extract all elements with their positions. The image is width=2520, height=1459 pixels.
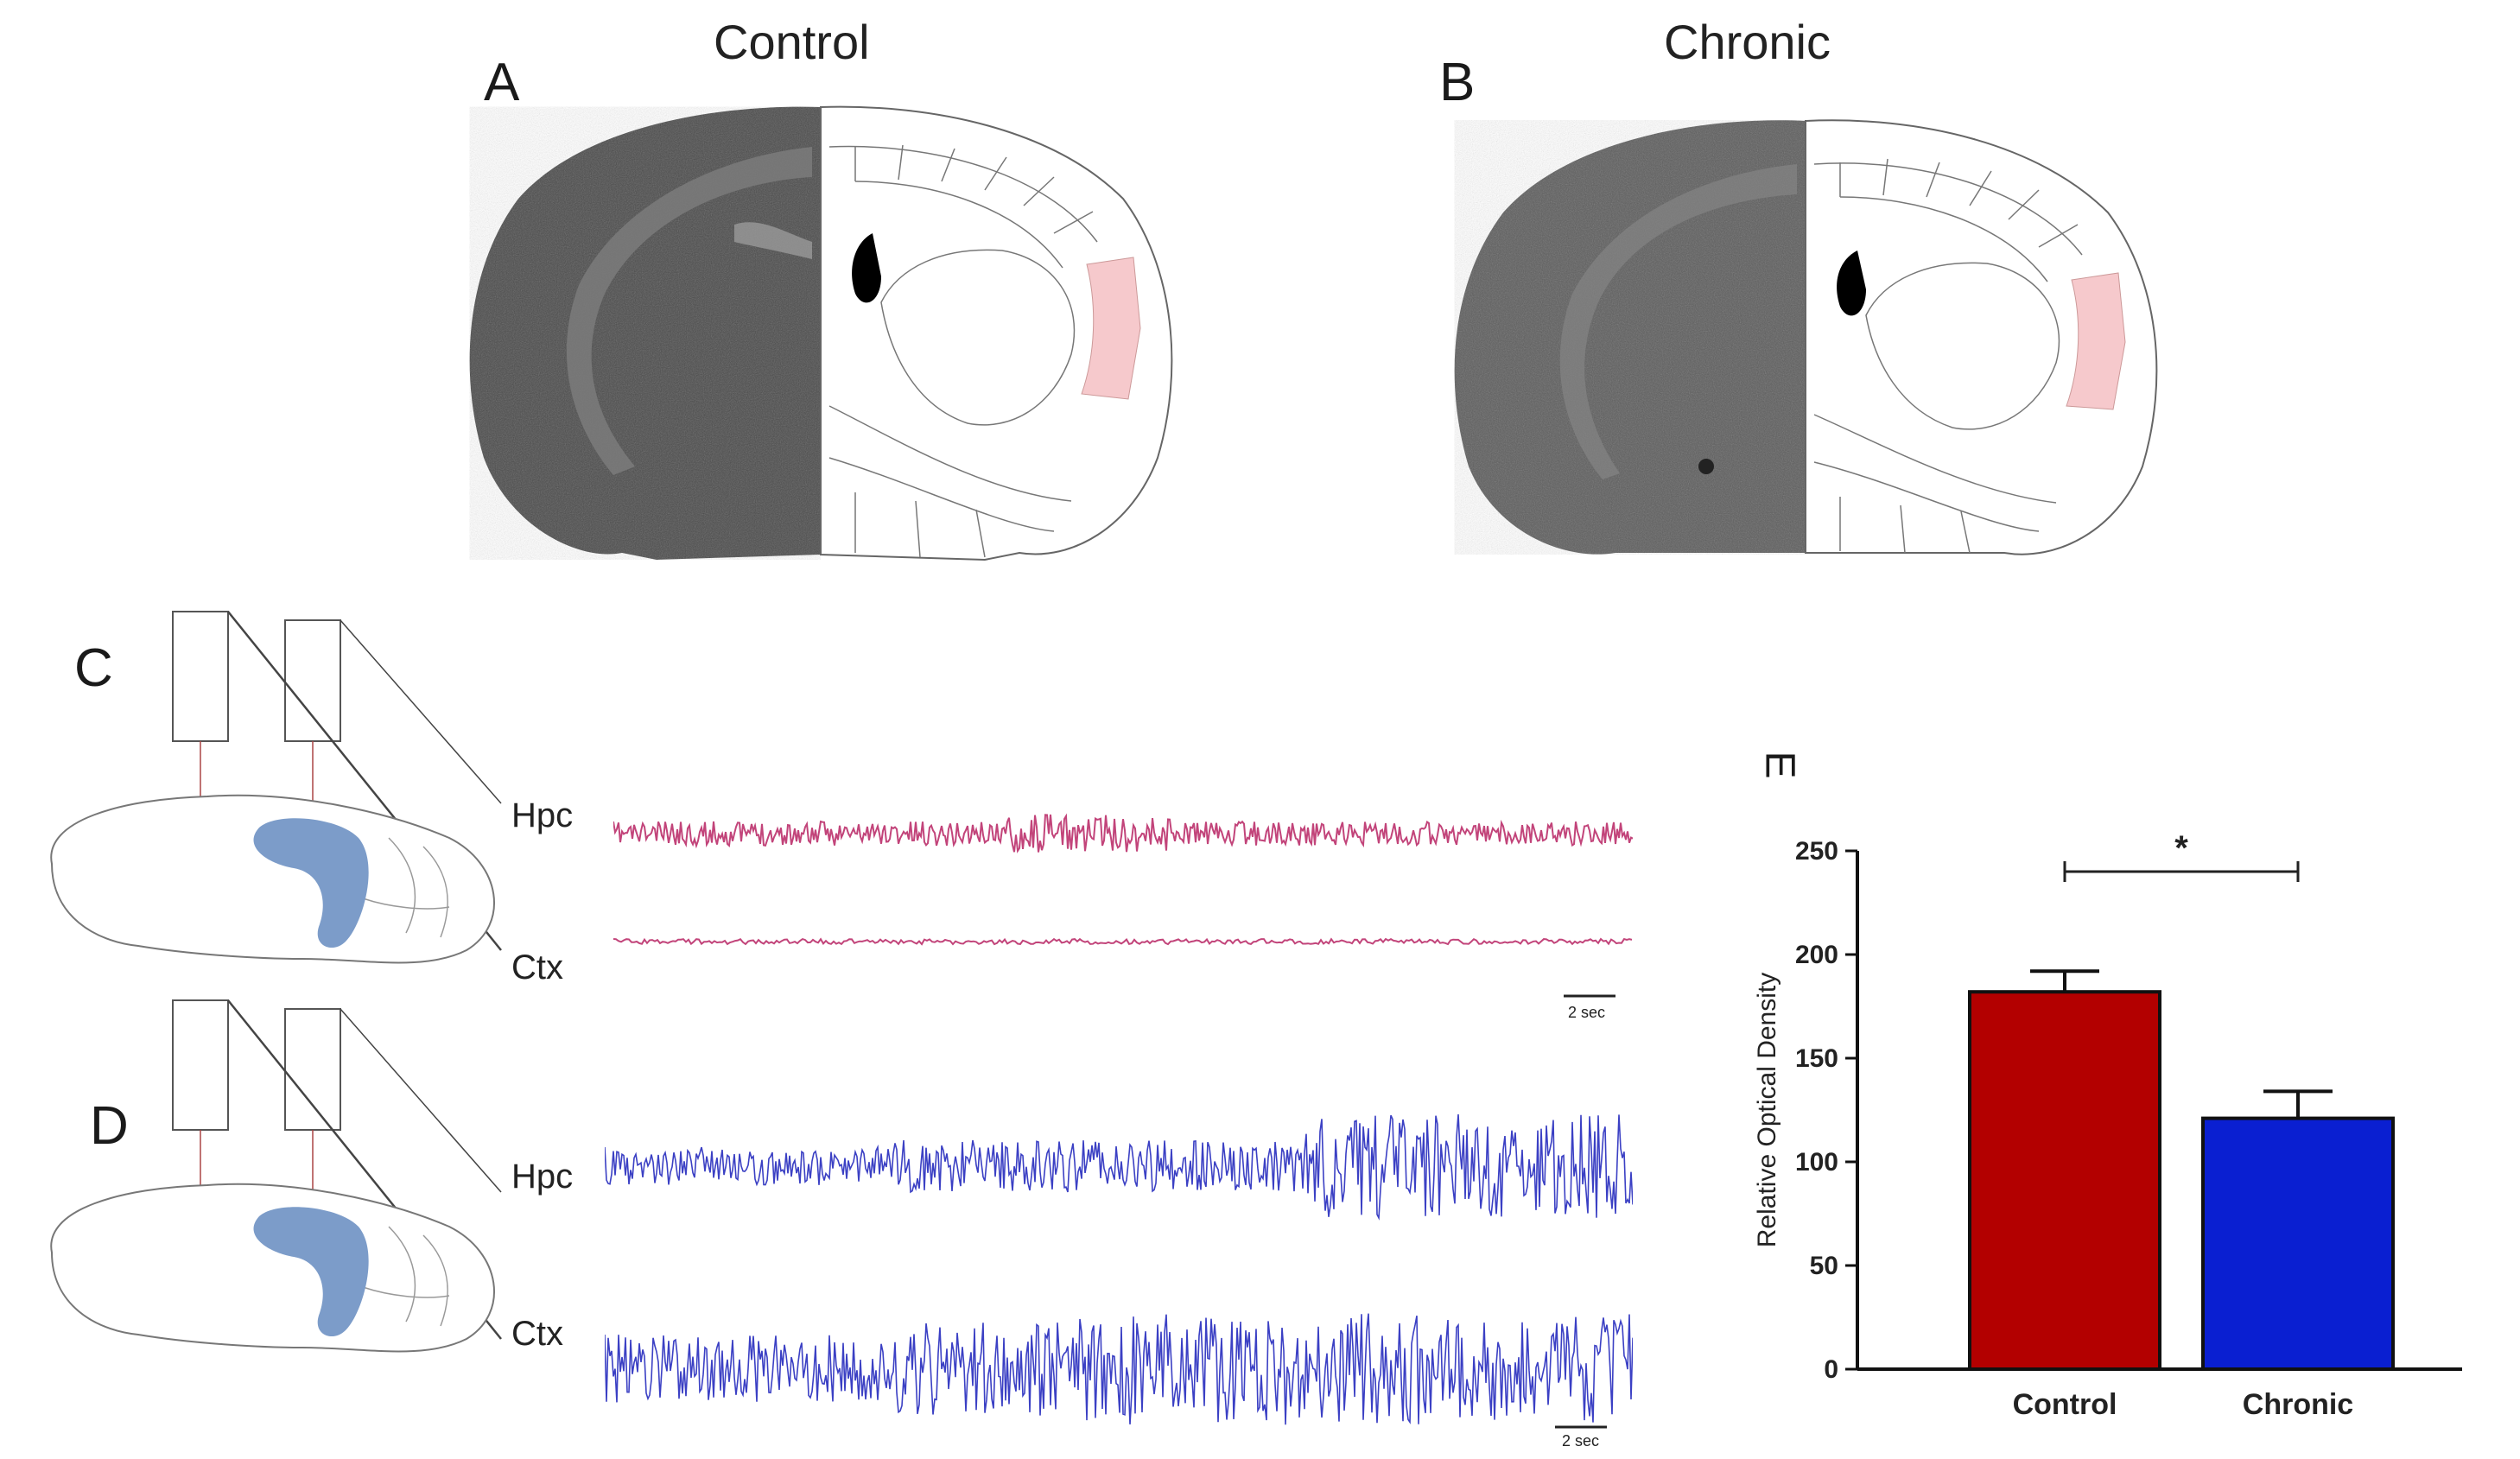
roi-highlight	[2066, 272, 2126, 410]
panel-letter-a: A	[484, 53, 520, 112]
electrode-ctx	[284, 619, 341, 742]
electrode-hpc	[172, 611, 229, 742]
y-tick-label: 250	[1795, 837, 1838, 866]
y-tick-label: 0	[1824, 1355, 1838, 1384]
atlas-hemisphere	[1805, 119, 2158, 555]
y-tick-label: 150	[1795, 1044, 1838, 1073]
eeg-trace-hpc-control	[613, 813, 1633, 853]
eeg-traces-c	[613, 813, 1633, 998]
roi-highlight	[1081, 257, 1141, 400]
eeg-trace-ctx-control	[613, 937, 1633, 946]
x-tick-label: Chronic	[2243, 1388, 2353, 1421]
panel-letter-d: D	[90, 1096, 129, 1156]
bar-chronic	[2201, 1116, 2395, 1371]
bar-control	[1968, 990, 2161, 1371]
label-hpc-c: Hpc	[511, 796, 574, 834]
sagittal-brain	[50, 794, 495, 964]
significance-marker: *	[2174, 829, 2188, 867]
x-tick-label: Control	[2013, 1388, 2117, 1421]
electrode-schematic-c	[50, 611, 502, 964]
panel-title-control: Control	[714, 15, 870, 69]
scale-label-c: 2 sec	[1568, 1004, 1606, 1021]
y-tick-label: 100	[1795, 1148, 1838, 1177]
label-ctx-c: Ctx	[511, 948, 563, 986]
coronal-section-chronic	[1454, 119, 2158, 555]
y-tick-label: 50	[1810, 1252, 1838, 1280]
electrode-ctx	[284, 1008, 341, 1131]
hippocampus-region	[253, 1207, 369, 1337]
eeg-trace-ctx-chronic	[605, 1313, 1633, 1425]
eeg-trace-hpc-chronic	[605, 1114, 1633, 1221]
scale-label-d: 2 sec	[1562, 1432, 1600, 1449]
bar-chart-optical-density: 0 50 100 150 200 250 Relative Optical Density C…	[1753, 829, 2462, 1421]
hippocampus-region	[253, 818, 369, 948]
panel-letter-c: C	[74, 638, 113, 698]
panel-letter-b: B	[1439, 53, 1476, 112]
electrode-schematic-d	[50, 999, 502, 1353]
y-axis-label: Relative Optical Density	[1753, 973, 1781, 1247]
eeg-traces-d	[605, 1114, 1633, 1429]
panel-title-chronic: Chronic	[1664, 15, 1831, 69]
panel-letter-e: E	[1756, 751, 1803, 779]
label-hpc-d: Hpc	[511, 1158, 574, 1196]
electrode-hpc	[172, 999, 229, 1131]
coronal-section-control	[469, 105, 1173, 561]
y-tick-label: 200	[1795, 941, 1838, 969]
label-ctx-d: Ctx	[511, 1315, 563, 1353]
sagittal-brain	[50, 1183, 495, 1353]
